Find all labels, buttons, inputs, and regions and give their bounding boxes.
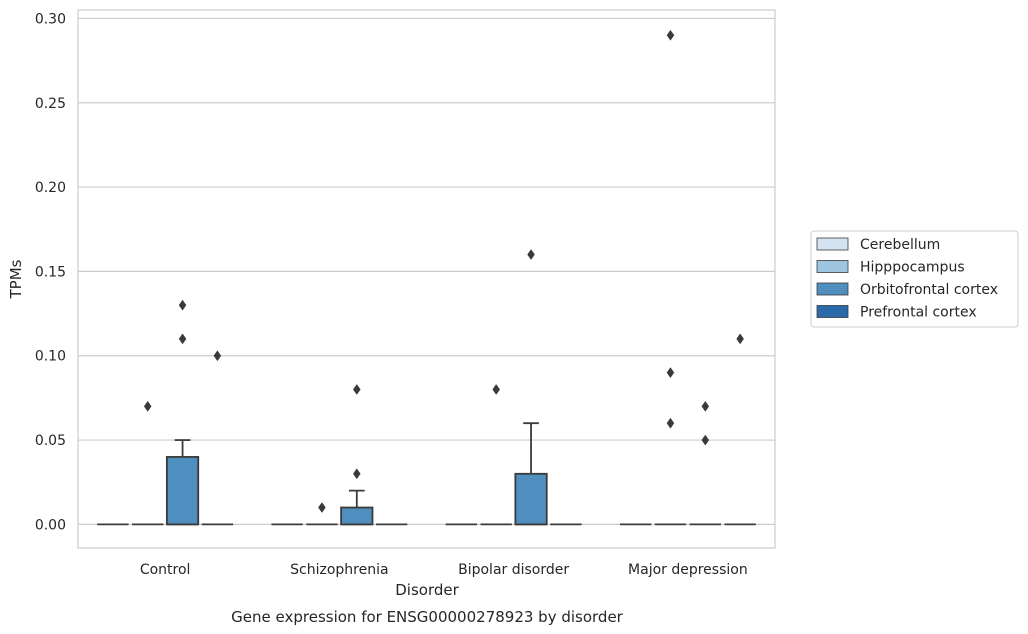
y-axis-title: TPMs <box>7 259 25 299</box>
y-tick-label: 0.20 <box>35 180 66 196</box>
x-tick-label: Bipolar disorder <box>458 562 569 578</box>
x-axis-title: Disorder <box>395 581 459 599</box>
box-body <box>514 472 548 526</box>
x-tick-label: Schizophrenia <box>290 562 388 578</box>
legend-swatch <box>816 260 849 273</box>
x-tick-label: Major depression <box>628 562 748 578</box>
legend-label: Hipppocampus <box>860 260 965 276</box>
outlier-point <box>318 502 326 513</box>
legend-label: Cerebellum <box>860 237 940 253</box>
outlier-point <box>492 384 501 395</box>
y-tick-label: 0.30 <box>35 11 66 27</box>
box-body <box>165 456 200 526</box>
outlier-point <box>143 400 152 412</box>
legend-frame <box>810 230 1019 328</box>
y-tick-label: 0.05 <box>35 433 66 449</box>
outlier-point <box>527 249 535 260</box>
outlier-point <box>736 333 744 345</box>
chart-caption: Gene expression for ENSG00000278923 by d… <box>231 608 624 626</box>
x-tick-labels: Control Schizophrenia Bipolar disorder Majo… <box>140 562 748 578</box>
outlier-point <box>701 400 710 412</box>
outlier-point <box>178 333 187 345</box>
legend-label: Prefrontal cortex <box>860 305 977 321</box>
legend-items: Cerebellum Hipppocampus Orbitofrontal cort… <box>816 237 998 321</box>
legend-swatch <box>816 305 849 318</box>
legend: Cerebellum Hipppocampus Orbitofrontal cort… <box>810 230 1019 328</box>
outlier-point <box>701 434 710 446</box>
outlier-point <box>178 299 187 311</box>
outlier-point <box>666 417 675 429</box>
y-tick-labels: 0.00 0.05 0.10 0.15 0.20 0.25 0.30 <box>35 11 66 533</box>
outlier-point <box>352 384 361 395</box>
outlier-marks <box>143 29 744 513</box>
box-marks <box>97 422 756 526</box>
x-tick-label: Control <box>140 562 191 578</box>
y-tick-label: 0.10 <box>35 349 66 365</box>
legend-label: Orbitofrontal cortex <box>860 282 998 298</box>
outlier-point <box>213 350 222 362</box>
outlier-point <box>352 468 361 480</box>
legend-swatch <box>816 282 849 296</box>
legend-swatch <box>816 237 849 251</box>
box-body <box>340 506 374 526</box>
y-tick-label: 0.15 <box>35 264 66 280</box>
outlier-point <box>666 367 675 379</box>
y-tick-label: 0.25 <box>35 96 66 112</box>
y-tick-label: 0.00 <box>35 517 66 533</box>
outlier-point <box>666 29 675 41</box>
